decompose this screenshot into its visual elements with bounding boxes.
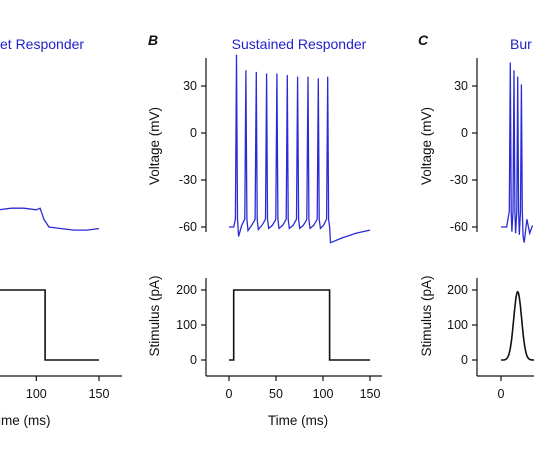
panel-c-voltage-y-ticks: 30 0 -30 -60 [450,79,477,234]
panel-c-voltage-tick-label-2: -30 [450,173,468,187]
panel-c-stimulus-tick-label-0: 200 [447,283,468,297]
panel-a-x-tick-label-1: 100 [26,387,47,401]
panel-c-x-tick-label-0: 0 [498,387,505,401]
panel-b: B Sustained Responder 30 0 -30 -60 Voltage … [147,32,382,428]
panel-b-x-ticks: 0 50 100 150 [226,376,381,401]
panel-b-voltage-tick-label-3: -60 [179,220,197,234]
panel-b-voltage-tick-label-2: -30 [179,173,197,187]
panel-b-title: Sustained Responder [232,36,367,52]
panel-b-x-tick-label-2: 100 [313,387,334,401]
panel-c-voltage-tick-label-1: 0 [461,126,468,140]
panel-c-stimulus-y-label: Stimulus (pA) [419,275,434,356]
panel-b-voltage-y-label: Voltage (mV) [147,107,162,185]
panel-c-title: Bur [510,36,532,52]
panel-c-stimulus-tick-label-2: 0 [461,353,468,367]
panel-b-stimulus-trace [229,289,370,361]
panel-b-stimulus-y-ticks: 200 100 0 [176,283,206,367]
panel-c-letter: C [418,32,429,48]
panel-b-letter: B [148,32,158,48]
panel-b-x-label: Time (ms) [268,413,328,428]
panel-c-stimulus-trace [501,290,534,361]
panel-b-x-tick-label-0: 0 [226,387,233,401]
panel-b-stimulus-tick-label-2: 0 [190,353,197,367]
panel-b-stimulus-tick-label-0: 200 [176,283,197,297]
panel-c-x-ticks: 0 [498,376,505,401]
panel-a-x-label: ime (ms) [0,413,51,428]
panel-b-x-tick-label-3: 150 [360,387,381,401]
panel-b-voltage-y-ticks: 30 0 -30 -60 [179,79,206,234]
panel-c-voltage-y-label: Voltage (mV) [419,107,434,185]
panel-b-stimulus-y-label: Stimulus (pA) [147,275,162,356]
panel-c-voltage-tick-label-0: 30 [454,79,468,93]
panel-b-voltage-tick-label-0: 30 [183,79,197,93]
panel-a-x-tick-label-2: 150 [89,387,110,401]
panel-c-stimulus-y-ticks: 200 100 0 [447,283,477,367]
panel-c: C Bur 30 0 -30 -60 Voltage (mV) 200 100 0 Sti… [418,32,534,401]
panel-b-stimulus-tick-label-1: 100 [176,318,197,332]
panel-b-x-tick-label-1: 50 [269,387,283,401]
panel-a-voltage-trace [0,207,100,231]
panel-b-voltage-tick-label-1: 0 [190,126,197,140]
panel-c-stimulus-tick-label-1: 100 [447,318,468,332]
panel-a-stimulus-trace [0,289,99,361]
panel-a-title: et Responder [0,36,84,52]
panel-c-voltage-trace [501,62,534,243]
panel-b-voltage-trace [229,54,371,244]
panel-c-voltage-tick-label-3: -60 [450,220,468,234]
